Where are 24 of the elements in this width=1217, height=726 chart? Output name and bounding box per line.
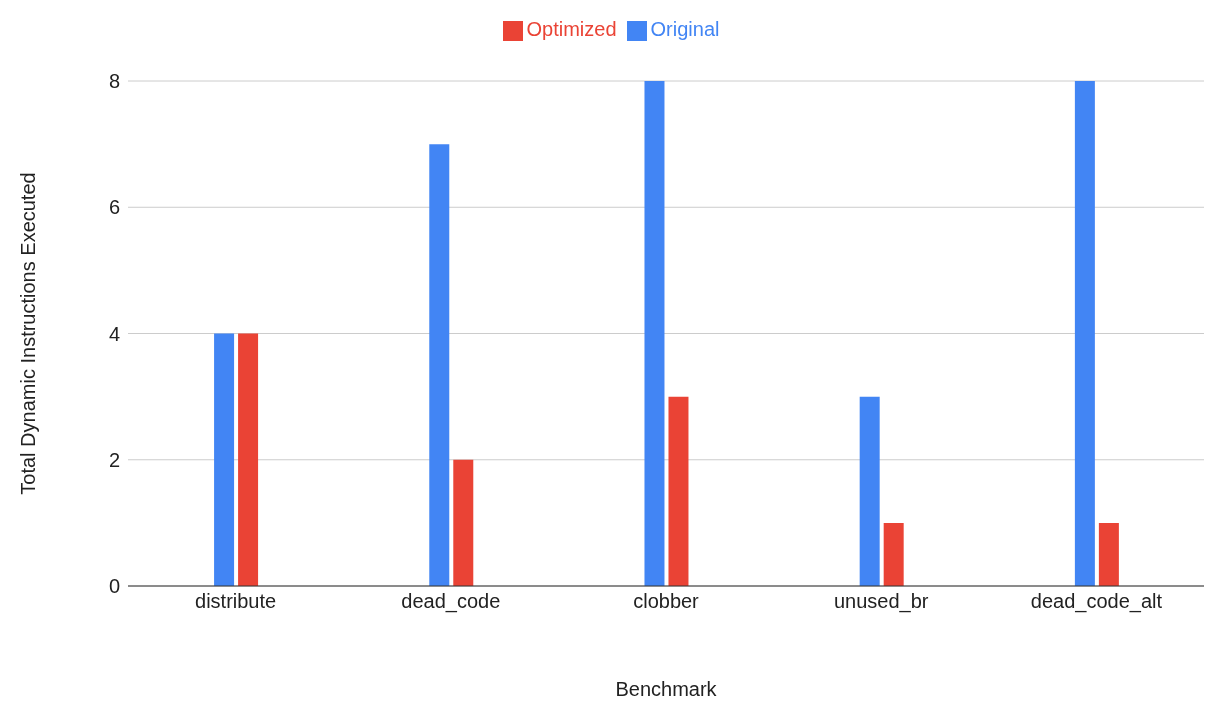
x-tick-label: distribute: [195, 590, 277, 613]
legend-label: Optimized: [526, 18, 617, 40]
y-axis-title: Total Dynamic Instructions Executed: [17, 172, 40, 495]
y-tick-label: 0: [108, 575, 120, 598]
bar: [238, 333, 259, 586]
y-tick-label: 2: [108, 448, 120, 471]
bar: [214, 333, 235, 586]
bar: [883, 522, 904, 586]
x-axis-title: Benchmark: [615, 678, 718, 700]
y-tick-label: 6: [108, 196, 120, 219]
bar: [859, 396, 880, 586]
bar: [1098, 522, 1119, 586]
bar: [668, 396, 689, 586]
bar: [1074, 81, 1095, 586]
y-tick-label: 4: [108, 322, 120, 345]
bar: [453, 459, 474, 586]
legend-label: Original: [650, 18, 720, 40]
x-tick-label: clobber: [633, 590, 700, 613]
bar: [644, 81, 665, 586]
y-tick-label: 8: [108, 70, 120, 93]
x-tick-label: dead_code: [401, 590, 501, 614]
bar: [429, 144, 450, 586]
x-tick-label: unused_br: [833, 590, 929, 614]
x-tick-label: dead_code_alt: [1030, 590, 1163, 614]
